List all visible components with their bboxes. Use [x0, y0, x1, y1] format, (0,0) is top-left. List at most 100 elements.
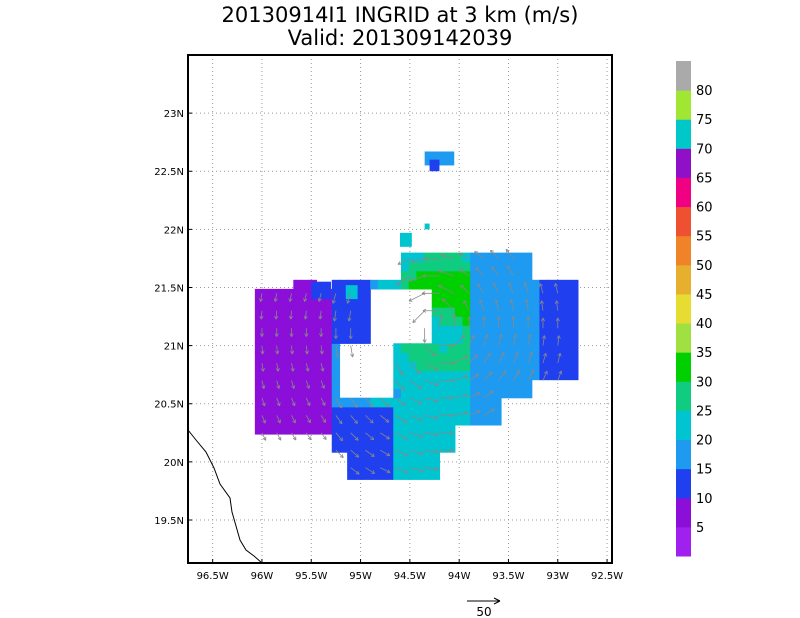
speed-cell — [454, 279, 464, 290]
speed-cell — [447, 424, 456, 435]
colorbar-swatch — [676, 526, 691, 557]
wind-vector-head — [434, 366, 439, 371]
wind-vector — [394, 415, 408, 423]
speed-cell — [370, 415, 379, 426]
speed-cell — [316, 406, 325, 417]
wind-vector-head — [339, 437, 344, 442]
wind-vector — [380, 449, 391, 457]
speed-cell — [393, 415, 402, 426]
wind-vector — [318, 293, 322, 302]
speed-cell — [508, 343, 517, 353]
speed-cell — [270, 370, 279, 381]
wind-vector — [365, 415, 374, 424]
colorbar-swatch — [676, 90, 691, 120]
speed-cell — [439, 415, 448, 426]
wind-vector-head — [476, 392, 480, 396]
wind-vector-head — [434, 432, 439, 437]
wind-vector-head — [474, 251, 479, 255]
speed-cell — [500, 261, 510, 272]
speed-cell — [462, 415, 471, 426]
speed-cell — [254, 297, 264, 308]
speed-cell — [508, 361, 517, 372]
speed-cell — [293, 307, 302, 317]
x-tick-label: 96W — [251, 571, 274, 582]
speed-cell — [385, 415, 394, 426]
speed-cell — [277, 297, 287, 308]
speed-cell — [562, 370, 571, 381]
speed-cell — [316, 307, 325, 317]
speed-cell — [424, 279, 433, 290]
wind-vector-head — [476, 283, 481, 288]
wind-vector — [320, 380, 325, 389]
speed-cell — [416, 370, 425, 381]
wind-vector — [454, 394, 468, 399]
speed-cell — [362, 424, 371, 435]
speed-cell — [416, 452, 425, 462]
speed-cell — [470, 379, 479, 390]
speed-cell — [524, 261, 533, 272]
speed-cell — [431, 424, 441, 435]
speed-cell — [447, 270, 456, 281]
speed-cell — [470, 261, 479, 272]
speed-cell — [447, 388, 456, 399]
wind-vector-head — [529, 351, 533, 356]
speed-cell — [454, 307, 464, 317]
wind-vector-head — [259, 315, 264, 320]
wind-vector-head — [371, 470, 376, 474]
wind-vector-head — [419, 417, 423, 422]
speed-cell — [500, 361, 510, 372]
speed-cell — [277, 379, 287, 390]
speed-cell — [462, 343, 471, 353]
wind-vector — [332, 293, 337, 304]
wind-vector — [442, 298, 455, 312]
speed-cell — [454, 370, 464, 381]
speed-cell — [277, 352, 287, 363]
speed-cell — [270, 361, 279, 372]
speed-cell — [431, 361, 441, 372]
speed-cell — [354, 443, 364, 453]
speed-cell — [570, 370, 579, 381]
wind-vector — [554, 283, 559, 294]
speed-cell — [439, 352, 448, 363]
wind-vector-head — [288, 298, 293, 302]
wind-vector-head — [305, 367, 310, 372]
speed-cell — [339, 406, 348, 417]
wind-vector — [557, 370, 562, 381]
wind-vector — [440, 254, 455, 259]
speed-cell — [393, 443, 402, 453]
speed-cell — [400, 370, 410, 381]
speed-cell — [285, 334, 294, 344]
wind-vector-head — [464, 355, 469, 360]
speed-cell — [447, 397, 456, 408]
speed-cell — [347, 470, 356, 480]
speed-cell — [370, 397, 379, 408]
speed-cell — [447, 406, 456, 417]
wind-vector-head — [403, 435, 408, 440]
speed-cell — [570, 307, 579, 317]
speed-cell — [393, 388, 402, 399]
speed-cell — [485, 361, 494, 372]
wind-vector-head — [307, 436, 312, 441]
speed-cell — [439, 397, 448, 408]
wind-vector — [289, 293, 292, 302]
colorbar-swatch — [676, 206, 691, 237]
colorbar-label: 45 — [696, 288, 713, 303]
speed-cell — [554, 307, 564, 317]
speed-cell — [477, 343, 487, 353]
colorbar-label: 40 — [696, 317, 713, 332]
wind-vector-head — [354, 420, 358, 424]
speed-cell — [293, 352, 302, 363]
speed-cell — [370, 443, 379, 453]
speed-cell — [408, 352, 417, 363]
speed-cell — [547, 370, 556, 381]
speed-cell — [462, 270, 471, 281]
wind-vector-head — [475, 373, 480, 378]
speed-cell — [547, 297, 556, 308]
speed-cell — [293, 370, 302, 381]
speed-cell — [416, 270, 425, 281]
speed-cell — [439, 370, 448, 381]
speed-cell — [331, 279, 341, 290]
speed-cell — [331, 415, 341, 426]
x-tick-label: 92.5W — [591, 571, 623, 582]
speed-cell — [462, 297, 471, 308]
